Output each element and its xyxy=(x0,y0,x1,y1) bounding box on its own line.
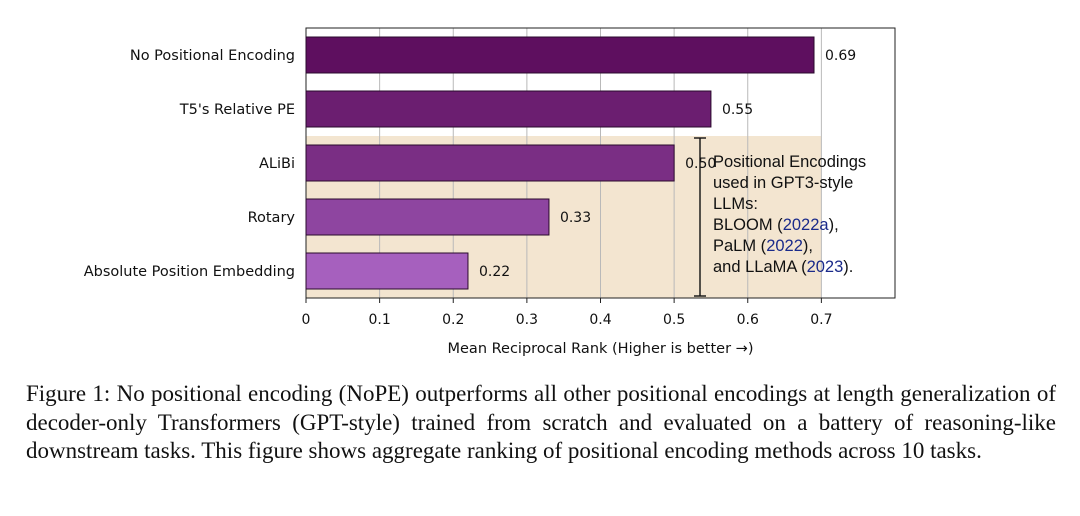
x-tick-label: 0.7 xyxy=(810,312,832,328)
citation-link[interactable]: 2023 xyxy=(806,258,844,276)
annotation-line: Positional Encodings xyxy=(713,153,867,171)
annotation-line: LLMs: xyxy=(713,195,758,213)
x-tick-label: 0.3 xyxy=(516,312,538,328)
bar xyxy=(305,144,675,182)
figure-caption: Figure 1: No positional encoding (NoPE) … xyxy=(26,381,1056,463)
x-tick-label: 0.5 xyxy=(663,312,685,328)
annotation-palm: PaLM (2022), xyxy=(713,237,813,255)
category-label: Rotary xyxy=(248,210,296,226)
category-label: Absolute Position Embedding xyxy=(84,264,295,280)
bar xyxy=(305,90,712,128)
value-label: 0.22 xyxy=(479,264,510,280)
x-tick-label: 0.2 xyxy=(442,312,464,328)
citation-link[interactable]: 2022 xyxy=(766,237,803,255)
annotation-line: used in GPT3-style xyxy=(713,174,854,192)
x-tick-label: 0.4 xyxy=(589,312,611,328)
bar-chart: No Positional Encoding 0.69 T5's Relative … xyxy=(84,27,913,357)
bar xyxy=(305,198,550,236)
value-label: 0.69 xyxy=(825,48,856,64)
x-axis-title: Mean Reciprocal Rank (Higher is better →… xyxy=(448,341,754,357)
chart-svg: No Positional Encoding 0.69 T5's Relative … xyxy=(84,27,896,357)
x-tick-label: 0 xyxy=(302,312,311,328)
category-label: T5's Relative PE xyxy=(179,102,295,118)
bar xyxy=(305,252,469,290)
value-label: 0.50 xyxy=(685,156,716,172)
x-tick-label: 0.6 xyxy=(737,312,759,328)
citation-link[interactable]: 2022a xyxy=(782,216,829,234)
category-label: No Positional Encoding xyxy=(130,48,295,64)
value-label: 0.33 xyxy=(560,210,591,226)
bar xyxy=(305,36,815,74)
gpt3-llm-annotation: Positional Encodings used in GPT3-style … xyxy=(713,152,913,278)
annotation-bloom: BLOOM (2022a), xyxy=(713,216,839,234)
x-tick-label: 0.1 xyxy=(368,312,390,328)
value-label: 0.55 xyxy=(722,102,753,118)
category-label: ALiBi xyxy=(259,156,295,172)
annotation-llama: and LLaMA (2023). xyxy=(713,258,854,276)
